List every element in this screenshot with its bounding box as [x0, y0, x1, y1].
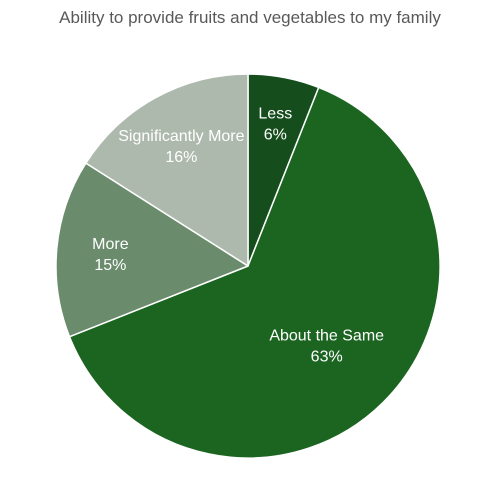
chart-title: Ability to provide fruits and vegetables… — [59, 8, 441, 27]
slice-percent-more: 15% — [94, 257, 126, 274]
slice-category-more: More — [92, 236, 129, 253]
slice-category-significantly-more: Significantly More — [118, 128, 244, 145]
pie-labels: Less 6% About the Same 63% More 15% Significan… — [92, 106, 384, 366]
slice-label-about-the-same: About the Same 63% — [269, 328, 384, 366]
slice-percent-significantly-more: 16% — [165, 149, 197, 166]
pie-slice-significantly-more — [85, 73, 249, 267]
pie-slices — [55, 73, 441, 459]
slice-category-about-the-same: About the Same — [269, 328, 384, 345]
slice-label-less: Less 6% — [258, 106, 292, 144]
slice-label-more: More 15% — [92, 236, 129, 274]
slice-percent-about-the-same: 63% — [311, 349, 343, 366]
pie-slice-about-the-same — [68, 86, 441, 459]
pie-slice-more — [55, 162, 249, 338]
slice-percent-less: 6% — [264, 127, 287, 144]
slice-label-significantly-more: Significantly More 16% — [118, 128, 244, 166]
slice-category-less: Less — [258, 106, 292, 123]
